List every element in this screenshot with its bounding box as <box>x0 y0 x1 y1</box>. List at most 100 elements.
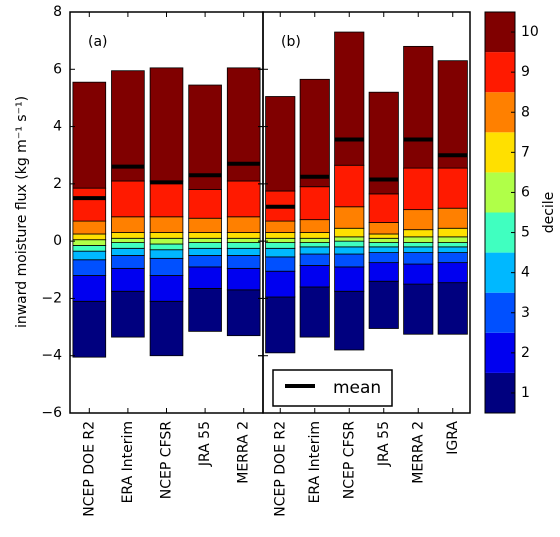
bar-segment <box>334 227 365 238</box>
bar-segment <box>265 237 296 243</box>
bar-segment <box>403 252 434 265</box>
colorbar-label: 6 <box>521 184 530 200</box>
bar-segment <box>111 237 145 243</box>
bar-segment <box>403 242 434 248</box>
bar-segment <box>265 232 296 239</box>
colorbar-label: 10 <box>521 24 539 40</box>
bar-segment <box>111 267 145 292</box>
bar-segment <box>437 167 468 209</box>
bar-segment <box>265 296 296 354</box>
bar-segment <box>368 91 399 195</box>
bar-segment <box>72 233 107 241</box>
bar-segment <box>188 266 222 289</box>
x-tick-label: NCEP DOE R2 <box>81 421 97 517</box>
bar-segment <box>403 263 434 285</box>
bar-segment <box>226 247 261 256</box>
y-tick-label: 8 <box>53 4 62 20</box>
bar-segment <box>111 290 145 338</box>
bar-segment <box>149 243 184 251</box>
bar-segment <box>334 246 365 255</box>
colorbar-label: 8 <box>521 104 530 120</box>
bar-segment <box>299 253 330 266</box>
y-tick-label: −2 <box>41 290 62 306</box>
plot-frame <box>262 11 471 414</box>
bar-segment <box>334 240 365 248</box>
bar-segment <box>72 259 107 276</box>
bar-segment <box>334 164 365 208</box>
bar-segment <box>437 282 468 335</box>
y-tick-label: 2 <box>53 176 62 192</box>
y-tick-label: 4 <box>53 119 62 135</box>
y-tick-label: −4 <box>41 348 62 364</box>
bar-segment <box>299 78 330 188</box>
bar-segment <box>265 96 296 192</box>
bar-segment <box>188 242 222 249</box>
bar-segment <box>226 216 261 233</box>
y-axis-label: inward moisture flux (kg m⁻¹ s⁻¹) <box>14 96 30 328</box>
colorbar-label: 2 <box>521 345 530 361</box>
bar-segment <box>334 266 365 292</box>
x-tick-label: ERA Interim <box>307 421 323 503</box>
colorbar-label: 3 <box>521 305 530 321</box>
bar-segment <box>368 222 399 235</box>
legend-label: mean <box>333 378 381 398</box>
bar-segment <box>111 242 145 249</box>
x-tick-label: JRA 55 <box>376 421 392 467</box>
bar-segment <box>111 232 145 239</box>
bar-segment <box>299 242 330 248</box>
bar-segment <box>188 217 222 233</box>
bar-segment <box>72 81 107 189</box>
bar-segment <box>226 232 261 239</box>
x-tick-label: NCEP CFSR <box>341 421 357 499</box>
colorbar-swatch <box>485 132 515 173</box>
colorbar-swatch <box>485 292 515 333</box>
bar-segment <box>368 252 399 264</box>
bar-segment <box>149 232 184 239</box>
bar-segment <box>437 227 468 238</box>
x-tick-label: MERRA 2 <box>410 421 426 484</box>
x-tick-label: MERRA 2 <box>236 421 252 484</box>
bar-segment <box>368 242 399 248</box>
colorbar-label: 9 <box>521 64 530 80</box>
bar-segment <box>368 233 399 239</box>
bar-segment <box>299 219 330 233</box>
colorbar-label: 1 <box>521 385 530 401</box>
bar-segment <box>437 242 468 248</box>
bar-segment <box>437 246 468 254</box>
panel-label: (a) <box>88 34 108 50</box>
colorbar-title: decile <box>541 192 557 234</box>
bar-segment <box>299 265 330 288</box>
bar-segment <box>403 246 434 254</box>
bar-segment <box>72 239 107 246</box>
bar-segment <box>437 60 468 169</box>
bar-segment <box>188 189 222 219</box>
bar-segment <box>188 237 222 243</box>
colorbar-label: 4 <box>521 265 530 281</box>
bar-segment <box>334 206 365 229</box>
bar-segment <box>437 207 468 229</box>
bar-segment <box>226 267 261 291</box>
bar-segment <box>334 253 365 268</box>
bar-segment <box>72 250 107 261</box>
bar-segment <box>188 232 222 239</box>
colorbar-swatch <box>485 212 515 253</box>
bar-segment <box>149 275 184 302</box>
bar-segment <box>299 237 330 243</box>
bar-segment <box>368 280 399 329</box>
bar-segment <box>149 300 184 357</box>
bar-segment <box>334 236 365 242</box>
colorbar-swatch <box>485 92 515 133</box>
y-tick-label: 6 <box>53 61 62 77</box>
colorbar-swatch <box>485 172 515 213</box>
bar-segment <box>226 242 261 249</box>
bar-segment <box>403 209 434 231</box>
colorbar-swatch <box>485 252 515 293</box>
x-tick-label: IGRA <box>445 421 461 455</box>
bar-segment <box>111 180 145 218</box>
bar-segment <box>72 187 107 222</box>
bar-segment <box>299 232 330 239</box>
bar-segment <box>368 193 399 223</box>
bar-segment <box>299 286 330 338</box>
bar-segment <box>265 220 296 233</box>
